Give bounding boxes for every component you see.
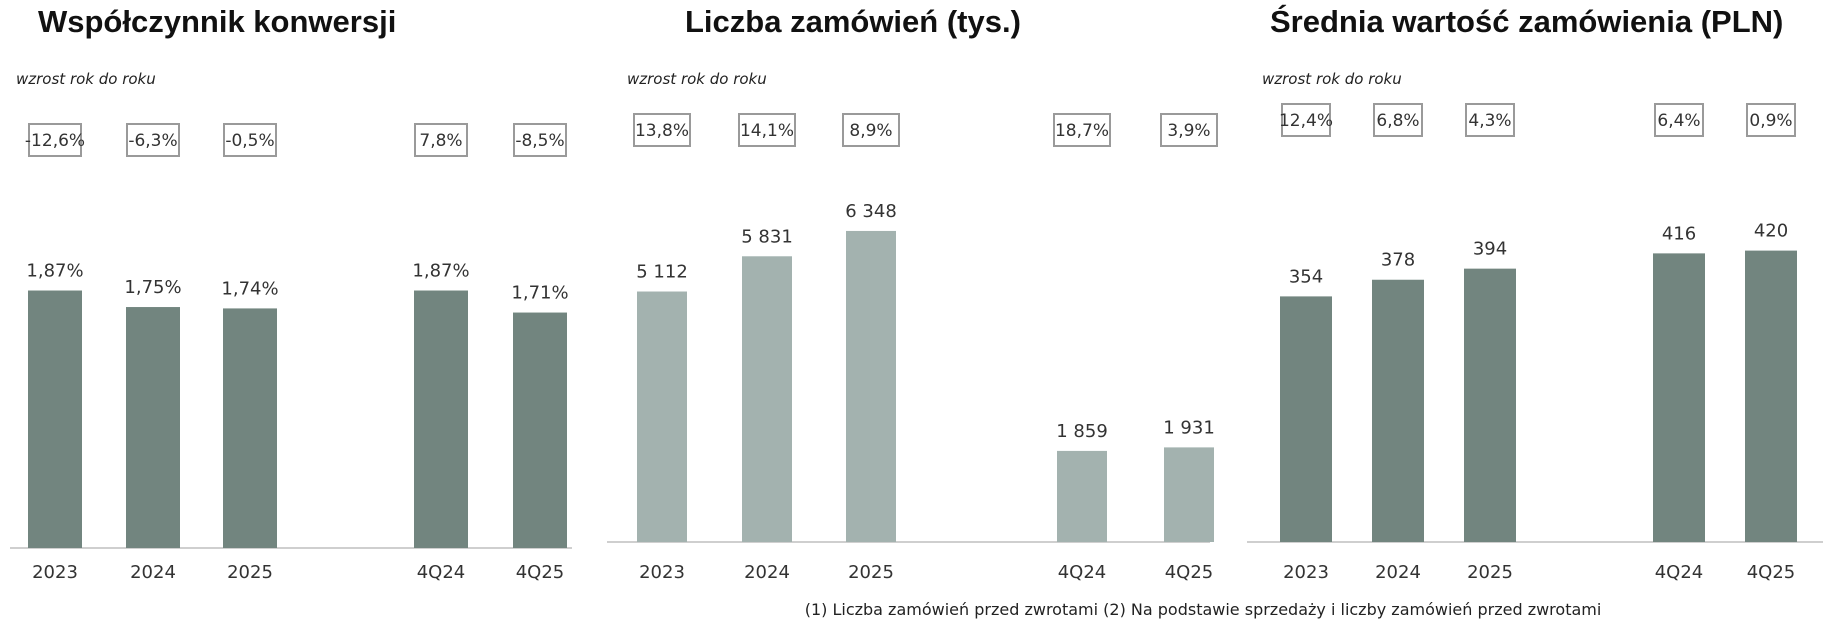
bar-2024 bbox=[742, 256, 792, 542]
value-label: 5 831 bbox=[741, 226, 793, 247]
x-tick-label: 2025 bbox=[1467, 562, 1513, 583]
bar-4q25 bbox=[1164, 447, 1214, 542]
growth-label: 12,4% bbox=[1279, 111, 1333, 131]
x-tick-label: 2023 bbox=[639, 562, 685, 583]
bar-4q24 bbox=[1057, 450, 1107, 542]
value-label: 394 bbox=[1473, 239, 1507, 260]
x-tick-label: 4Q24 bbox=[1058, 562, 1107, 583]
bar-2023 bbox=[637, 291, 687, 542]
bar-2023 bbox=[28, 290, 82, 548]
growth-box bbox=[414, 123, 468, 157]
orders-count-chart: 5 112 13,8% 2023 5 831 14,1% 2024 6 348 8,9% 202… bbox=[607, 113, 1218, 583]
bar-4q24 bbox=[1653, 253, 1705, 542]
growth-box bbox=[1465, 103, 1515, 137]
value-label: 378 bbox=[1381, 250, 1415, 271]
x-tick-label: 4Q25 bbox=[516, 562, 565, 583]
growth-label: 3,9% bbox=[1167, 121, 1210, 141]
growth-label: 8,9% bbox=[849, 121, 892, 141]
value-label: 1 931 bbox=[1163, 417, 1215, 438]
bar-4q24 bbox=[414, 290, 468, 548]
growth-label: 7,8% bbox=[419, 131, 462, 151]
growth-box bbox=[126, 123, 180, 157]
growth-box bbox=[28, 123, 82, 157]
value-label: 1,87% bbox=[26, 261, 83, 282]
chart-subtitle: wzrost rok do roku bbox=[16, 70, 156, 88]
value-label: 1,87% bbox=[412, 261, 469, 282]
chart-title: Liczba zamówień (tys.) bbox=[685, 4, 1021, 39]
value-label: 1 859 bbox=[1056, 421, 1108, 442]
value-label: 6 348 bbox=[845, 201, 897, 222]
value-label: 416 bbox=[1662, 223, 1696, 244]
value-label: 420 bbox=[1754, 221, 1788, 242]
chart-title: Średnia wartość zamówienia (PLN) bbox=[1270, 4, 1784, 39]
growth-box bbox=[1654, 103, 1704, 137]
growth-box bbox=[1746, 103, 1796, 137]
x-tick-label: 4Q25 bbox=[1747, 562, 1796, 583]
value-label: 1,71% bbox=[511, 283, 568, 304]
x-tick-label: 2024 bbox=[130, 562, 176, 583]
x-tick-label: 2024 bbox=[744, 562, 790, 583]
growth-box bbox=[1160, 113, 1218, 147]
growth-label: -0,5% bbox=[225, 131, 274, 151]
bar-2024 bbox=[126, 307, 180, 548]
value-label: 1,74% bbox=[221, 278, 278, 299]
growth-label: 4,3% bbox=[1468, 111, 1511, 131]
growth-label: -8,5% bbox=[515, 131, 564, 151]
x-tick-label: 2023 bbox=[32, 562, 78, 583]
growth-label: 13,8% bbox=[635, 121, 689, 141]
chart-subtitle: wzrost rok do roku bbox=[1262, 70, 1402, 88]
growth-label: 6,4% bbox=[1657, 111, 1700, 131]
value-label: 1,75% bbox=[124, 277, 181, 298]
x-tick-label: 4Q24 bbox=[417, 562, 466, 583]
bar-2024 bbox=[1372, 279, 1424, 542]
x-tick-label: 4Q24 bbox=[1655, 562, 1704, 583]
average-order-value-chart: 354 12,4% 2023 378 6,8% 2024 394 4,3% 2025 416 6,4… bbox=[1247, 103, 1823, 583]
growth-label: -6,3% bbox=[128, 131, 177, 151]
growth-label: 18,7% bbox=[1055, 121, 1109, 141]
growth-box bbox=[223, 123, 277, 157]
growth-label: 14,1% bbox=[740, 121, 794, 141]
bar-2023 bbox=[1280, 296, 1332, 542]
value-label: 5 112 bbox=[636, 262, 688, 283]
growth-label: 6,8% bbox=[1376, 111, 1419, 131]
chart-title: Współczynnik konwersji bbox=[38, 4, 397, 39]
x-tick-label: 2024 bbox=[1375, 562, 1421, 583]
growth-box bbox=[633, 113, 691, 147]
footnote: (1) Liczba zamówień przed zwrotami (2) N… bbox=[804, 600, 1602, 619]
chart-subtitle: wzrost rok do roku bbox=[627, 70, 767, 88]
bar-4q25 bbox=[513, 312, 567, 548]
growth-box bbox=[1053, 113, 1111, 147]
bar-2025 bbox=[846, 230, 896, 542]
growth-box bbox=[1281, 103, 1331, 137]
bar-2025 bbox=[1464, 268, 1516, 542]
value-label: 354 bbox=[1289, 266, 1323, 287]
orders-count-panel: Liczba zamówień (tys.) wzrost rok do rok… bbox=[605, 0, 1218, 600]
average-order-value-panel: Średnia wartość zamówienia (PLN) wzrost … bbox=[1245, 0, 1825, 600]
growth-box bbox=[513, 123, 567, 157]
growth-box bbox=[738, 113, 796, 147]
x-tick-label: 4Q25 bbox=[1165, 562, 1214, 583]
conversion-rate-chart: 1,87% -12,6% 2023 1,75% -6,3% 2024 1,74% -0,5% 2… bbox=[10, 123, 572, 583]
bar-2025 bbox=[223, 308, 277, 548]
conversion-rate-panel: Współczynnik konwersji wzrost rok do rok… bbox=[0, 0, 590, 600]
x-tick-label: 2025 bbox=[227, 562, 273, 583]
growth-box bbox=[842, 113, 900, 147]
bar-4q25 bbox=[1745, 250, 1797, 542]
growth-box bbox=[1373, 103, 1423, 137]
growth-label: -12,6% bbox=[25, 131, 85, 151]
x-tick-label: 2025 bbox=[848, 562, 894, 583]
growth-label: 0,9% bbox=[1749, 111, 1792, 131]
x-tick-label: 2023 bbox=[1283, 562, 1329, 583]
